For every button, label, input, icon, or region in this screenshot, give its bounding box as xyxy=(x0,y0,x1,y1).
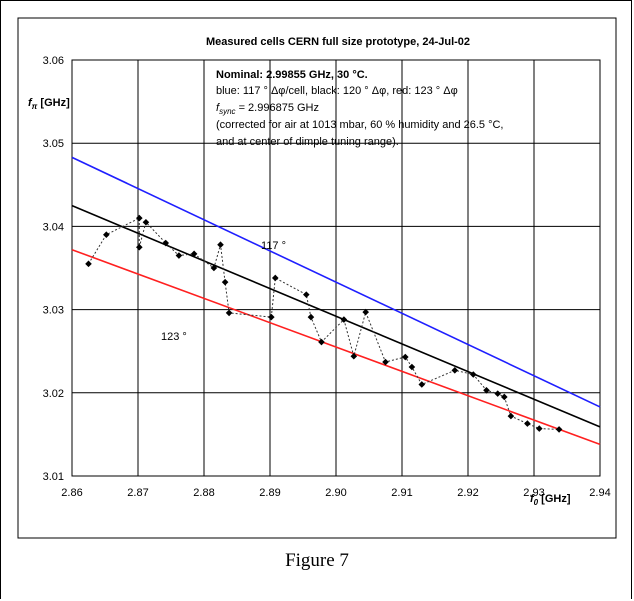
x-tick-label: 2.93 xyxy=(523,487,544,499)
measured-point xyxy=(451,367,459,374)
label-123: 123 ° xyxy=(161,331,187,343)
x-axis-label: f0 [GHz] xyxy=(530,493,571,507)
measured-point xyxy=(190,250,198,258)
annotation-nominal: Nominal: 2.99855 GHz, 30 °C. xyxy=(216,69,368,81)
measured-point xyxy=(85,260,92,268)
y-tick-labels: 3.01 3.02 3.03 3.04 3.05 3.06 xyxy=(43,55,64,483)
measured-point xyxy=(408,363,416,371)
x-tick-label: 2.87 xyxy=(127,487,148,499)
x-tick-label: 2.94 xyxy=(589,487,610,499)
series-line-blue xyxy=(71,156,601,408)
measured-point xyxy=(507,412,515,420)
measured-point xyxy=(217,241,224,249)
measured-point xyxy=(494,390,501,397)
x-tick-label: 2.86 xyxy=(61,487,82,499)
annotation-dimple: and at center of dimple tuning range). xyxy=(216,136,399,148)
measured-point xyxy=(483,387,490,394)
y-tick-label: 3.06 xyxy=(43,55,64,67)
annotation-correction: (corrected for air at 1013 mbar, 60 % hu… xyxy=(216,119,504,131)
measured-point xyxy=(318,338,325,346)
figure-caption: Figure 7 xyxy=(285,550,349,571)
measured-point xyxy=(103,231,110,239)
measured-point xyxy=(271,274,279,282)
chart-area-border xyxy=(17,17,617,539)
measured-point xyxy=(362,308,369,316)
measured-point xyxy=(142,218,150,226)
measured-point xyxy=(175,252,183,259)
y-tick-label: 3.01 xyxy=(43,471,64,483)
measured-point xyxy=(162,239,170,247)
measured-point xyxy=(303,291,310,298)
measured-point xyxy=(350,352,358,360)
series-line-black xyxy=(71,204,601,428)
measured-point xyxy=(555,426,563,433)
series-lines xyxy=(71,156,601,446)
x-tick-labels: 2.86 2.87 2.88 2.89 2.90 2.91 2.92 2.93 2.94 xyxy=(61,487,610,499)
measured-point xyxy=(221,278,229,286)
measured-point xyxy=(136,214,143,222)
measured-point xyxy=(524,420,531,427)
measured-point xyxy=(268,313,275,321)
x-tick-label: 2.88 xyxy=(193,487,214,499)
measured-point xyxy=(210,264,218,272)
chart-figure: Measured cells CERN full size prototype,… xyxy=(17,17,617,539)
annotation-fsync: fsync = 2.996875 GHz xyxy=(216,102,319,116)
measured-point xyxy=(501,393,508,401)
x-tick-label: 2.89 xyxy=(259,487,280,499)
measured-point xyxy=(307,313,315,321)
measured-point xyxy=(225,309,233,317)
x-tick-label: 2.92 xyxy=(457,487,478,499)
annotation-box: Nominal: 2.99855 GHz, 30 °C. blue: 117 °… xyxy=(216,69,504,148)
label-117: 117 ° xyxy=(261,240,286,252)
measured-point xyxy=(469,371,477,378)
y-tick-label: 3.03 xyxy=(43,305,64,317)
x-tick-label: 2.91 xyxy=(391,487,412,499)
y-tick-label: 3.04 xyxy=(43,221,64,233)
x-tick-label: 2.90 xyxy=(325,487,346,499)
measured-point xyxy=(402,353,409,361)
series-line-red xyxy=(71,248,601,446)
measured-series xyxy=(85,214,563,433)
measured-point xyxy=(382,358,389,366)
y-tick-label: 3.02 xyxy=(43,388,64,400)
plot-border xyxy=(71,59,601,477)
measured-point xyxy=(136,243,143,251)
y-tick-label: 3.05 xyxy=(43,138,64,150)
y-axis-label: fπ [GHz] xyxy=(28,97,70,111)
measured-point xyxy=(535,425,543,432)
annotation-colors: blue: 117 ° Δφ/cell, black: 120 ° Δφ, re… xyxy=(216,85,458,97)
chart-title: Measured cells CERN full size prototype,… xyxy=(206,36,470,48)
measured-point xyxy=(340,316,348,323)
measured-point xyxy=(418,381,426,388)
